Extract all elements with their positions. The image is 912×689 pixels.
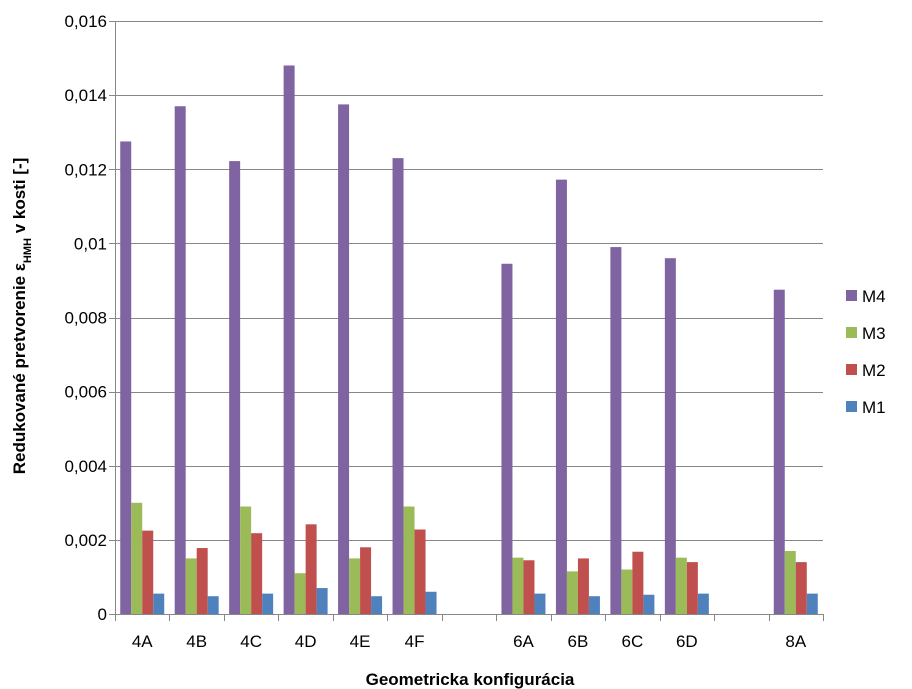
- bar-m4: [283, 65, 295, 615]
- bar-m1: [371, 596, 383, 614]
- y-tick-label: 0,006: [64, 383, 107, 402]
- bar-m2: [577, 558, 589, 614]
- x-tick-label: 8A: [785, 632, 806, 651]
- bar-m1: [643, 594, 655, 614]
- y-tick-label: 0,01: [74, 234, 107, 253]
- legend: M4 M3 M2 M1: [846, 287, 886, 417]
- bar-m2: [360, 547, 372, 614]
- bar-m1: [697, 593, 709, 614]
- bar-m2: [686, 562, 698, 614]
- bar-m1: [153, 593, 165, 614]
- legend-label-m4: M4: [862, 287, 886, 306]
- y-tick-label: 0: [98, 605, 107, 624]
- bar-m1: [425, 591, 437, 614]
- legend-label-m2: M2: [862, 361, 886, 380]
- bar-m4: [338, 104, 350, 614]
- bar-m2: [523, 560, 535, 614]
- bar-m4: [120, 141, 132, 614]
- x-tick-label: 4E: [350, 632, 371, 651]
- bar-m3: [294, 573, 306, 614]
- axes: [109, 21, 824, 621]
- bar-m3: [131, 502, 143, 614]
- bar-m4: [501, 263, 513, 614]
- legend-swatch-m2: [846, 364, 857, 375]
- y-tick-label: 0,002: [64, 531, 107, 550]
- bar-m3: [621, 569, 633, 614]
- legend-swatch-m4: [846, 290, 857, 301]
- bar-m3: [512, 557, 524, 614]
- bar-m3: [675, 557, 687, 614]
- bar-m1: [262, 593, 274, 614]
- bar-m2: [795, 562, 807, 614]
- x-axis-title: Geometricka konfigurácia: [366, 670, 575, 689]
- bar-m4: [610, 247, 622, 615]
- x-tick-label: 4F: [405, 632, 425, 651]
- y-tick-label: 0,016: [64, 12, 107, 31]
- x-tick-label: 4C: [240, 632, 262, 651]
- x-tick-label: 6B: [568, 632, 589, 651]
- legend-swatch-m3: [846, 327, 857, 338]
- legend-label-m1: M1: [862, 398, 886, 417]
- bar-m3: [566, 571, 578, 614]
- bar-m3: [784, 550, 796, 614]
- x-tick-label: 4A: [132, 632, 153, 651]
- x-tick-labels: 4A 4B 4C 4D 4E 4F 6A 6B 6C 6D 8A: [132, 632, 807, 651]
- bar-m4: [229, 161, 241, 614]
- x-tick-label: 6A: [513, 632, 534, 651]
- x-tick-label: 6C: [622, 632, 644, 651]
- y-tick-labels: 0 0,002 0,004 0,006 0,008 0,01 0,012 0,014 0,016: [64, 12, 107, 624]
- bar-m2: [142, 530, 154, 614]
- bar-m2: [632, 551, 644, 614]
- bar-m4: [392, 158, 404, 614]
- bar-m2: [196, 548, 208, 614]
- bar-m4: [174, 106, 186, 615]
- y-axis-title-main: Redukované pretvorenie ε: [10, 263, 29, 474]
- bar-m1: [534, 593, 546, 614]
- y-tick-label: 0,008: [64, 309, 107, 328]
- gridlines: [115, 21, 823, 541]
- y-axis-title-subscript: HMH: [22, 238, 34, 263]
- x-tick-label: 6D: [676, 632, 698, 651]
- y-axis-title: Redukované pretvorenie εHMH v kosti [-]: [10, 158, 34, 475]
- bars: [120, 65, 818, 615]
- y-axis-title-suffix: v kosti [-]: [10, 158, 29, 238]
- bar-m1: [316, 588, 328, 614]
- bar-m4: [773, 289, 785, 614]
- bar-m3: [349, 558, 361, 614]
- bar-m2: [251, 533, 263, 614]
- x-tick-label: 4B: [186, 632, 207, 651]
- bar-m2: [414, 529, 426, 614]
- y-tick-label: 0,014: [64, 86, 107, 105]
- bar-m3: [185, 558, 197, 614]
- bar-m2: [305, 524, 317, 614]
- y-tick-label: 0,004: [64, 457, 107, 476]
- bar-m4: [664, 258, 676, 614]
- bar-m3: [403, 506, 415, 614]
- legend-swatch-m1: [846, 401, 857, 412]
- x-tick-label: 4D: [295, 632, 317, 651]
- bar-m3: [240, 506, 252, 614]
- y-tick-label: 0,012: [64, 160, 107, 179]
- bar-m1: [588, 596, 600, 614]
- legend-label-m3: M3: [862, 324, 886, 343]
- bar-m1: [806, 593, 818, 614]
- bar-m1: [207, 596, 219, 614]
- bar-m4: [555, 179, 567, 614]
